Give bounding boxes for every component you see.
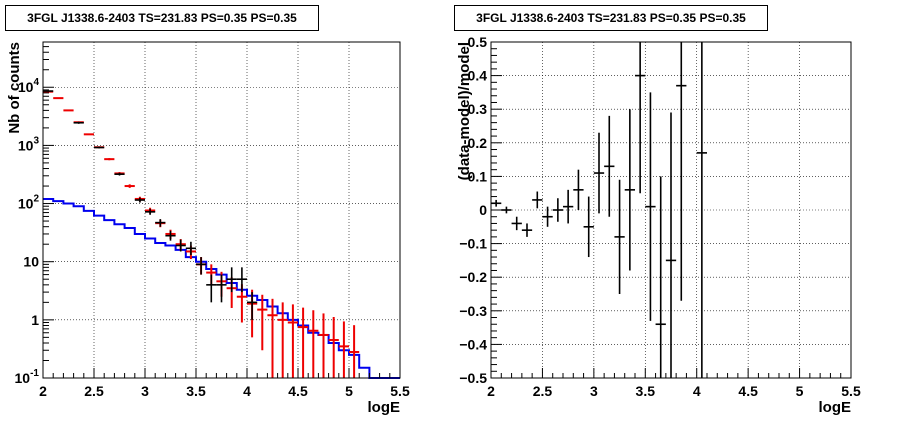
y-tick-label: 0.1 [468,168,488,184]
y-tick-label: −0.4 [459,336,487,352]
x-tick-label: 4 [243,383,251,399]
x-tick-label: 2.5 [533,383,553,399]
y-tick-label: 102 [18,194,40,212]
x-tick-label: 5.5 [841,383,861,399]
y-tick-label: 10 [23,254,39,270]
x-tick-label: 4 [693,383,701,399]
x-tick-label: 3 [590,383,598,399]
y-tick-label: −0.1 [459,236,487,252]
y-tick-label: −0.5 [459,370,487,386]
x-tick-label: 5 [796,383,804,399]
y-tick-label: 0.5 [468,34,488,50]
x-tick-label: 3.5 [636,383,656,399]
y-axis-label: Nb of counts [6,42,23,134]
y-tick-label: 103 [18,135,40,153]
x-axis-label: logE [368,399,401,416]
y-tick-label: 0 [479,202,487,218]
x-tick-label: 5 [345,383,353,399]
plot-frame [42,41,401,379]
x-tick-label: 2 [39,383,47,399]
x-tick-label: 2.5 [84,383,104,399]
y-tick-label: 0.4 [468,68,488,84]
x-tick-label: 4.5 [288,383,308,399]
y-tick-label: 0.3 [468,101,488,117]
x-tick-label: 5.5 [390,383,410,399]
y-tick-label: 104 [18,77,40,95]
x-tick-label: 3 [141,383,149,399]
y-tick-label: −0.3 [459,303,487,319]
y-tick-label: 0.2 [468,135,488,151]
x-tick-label: 4.5 [738,383,758,399]
y-axis-label: (data-model)/model [456,42,473,180]
x-axis-label: logE [819,399,852,416]
y-tick-label: 1 [31,312,39,328]
x-tick-label: 3.5 [186,383,206,399]
y-tick-label: −0.2 [459,269,487,285]
x-tick-label: 2 [487,383,495,399]
y-tick-label: 10-1 [15,368,40,386]
residuals-chart-title: 3FGL J1338.6-2403 TS=231.83 PS=0.35 PS=0… [454,5,768,31]
counts-chart-title: 3FGL J1338.6-2403 TS=231.83 PS=0.35 PS=0… [5,5,319,31]
